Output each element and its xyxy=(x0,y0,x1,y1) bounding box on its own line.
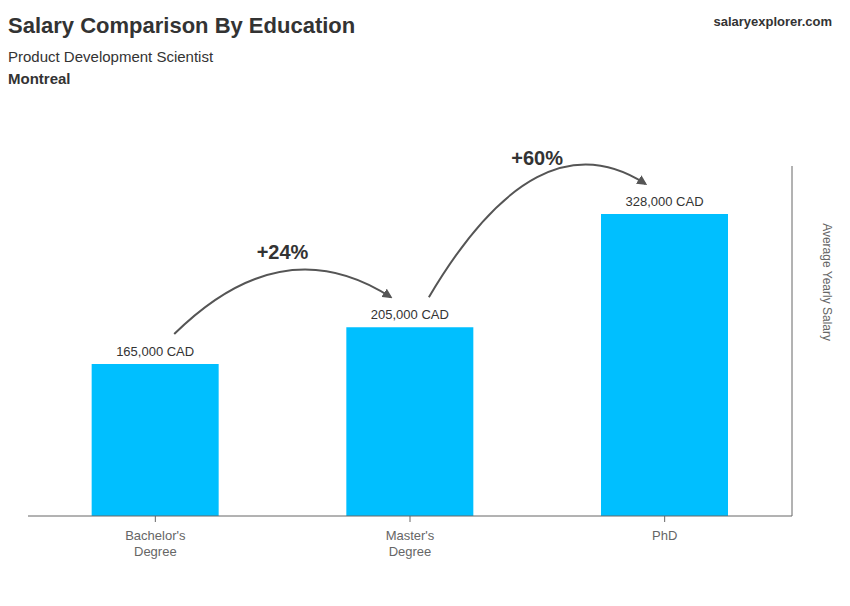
svg-text:+24%: +24% xyxy=(257,241,309,263)
svg-text:328,000 CAD: 328,000 CAD xyxy=(625,194,703,209)
svg-text:205,000 CAD: 205,000 CAD xyxy=(371,307,449,322)
html-text:Montreal: Montreal xyxy=(8,70,71,87)
svg-text:Average Yearly Salary: Average Yearly Salary xyxy=(820,223,834,341)
html-text:Product Development Scientist: Product Development Scientist xyxy=(8,48,214,65)
svg-text:PhD: PhD xyxy=(652,528,677,543)
svg-text:165,000 CAD: 165,000 CAD xyxy=(116,344,194,359)
svg-text:Bachelor'sDegree: Bachelor'sDegree xyxy=(125,528,186,559)
svg-text:+60%: +60% xyxy=(511,147,563,169)
svg-text:Master'sDegree: Master'sDegree xyxy=(386,528,435,559)
html-text:Salary Comparison By Education: Salary Comparison By Education xyxy=(8,13,356,38)
html-text:salaryexplorer.com: salaryexplorer.com xyxy=(713,14,832,29)
